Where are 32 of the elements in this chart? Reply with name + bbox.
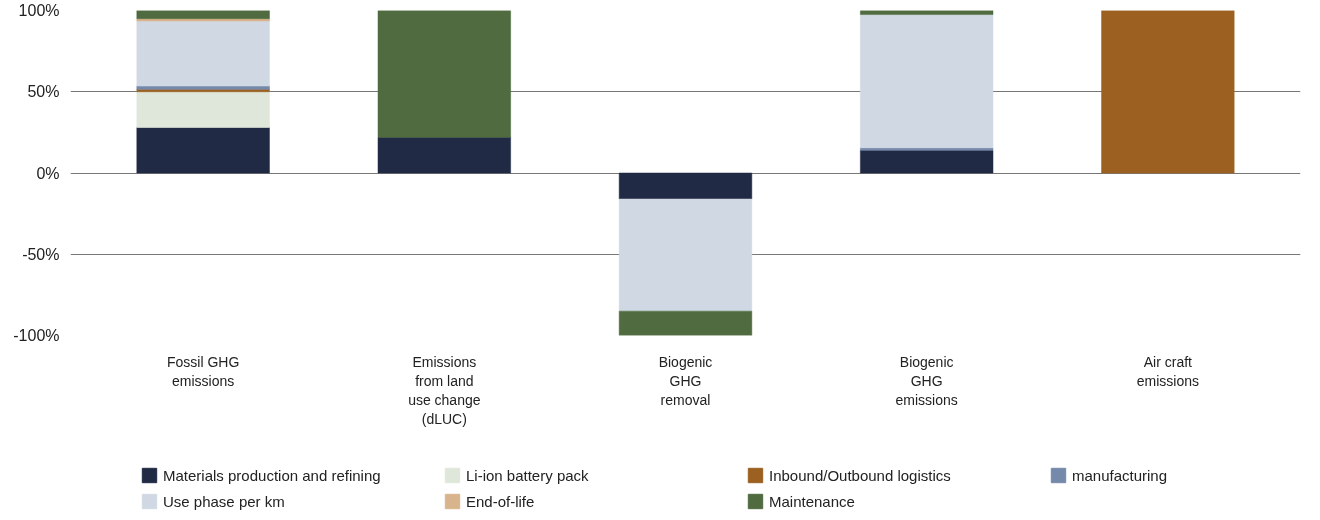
legend-label: Use phase per km [163,492,286,510]
legend-label: Maintenance [769,492,856,510]
y-tick-label: 100% [18,2,60,19]
x-tick-label: Emissions from land use change (dLUC) [408,353,481,428]
x-tick-label: Biogenic GHG emissions [895,353,958,408]
y-tick-label: -100% [13,327,60,344]
bar [860,150,994,174]
bar [618,198,753,312]
bar [136,10,270,19]
bar [618,172,753,200]
bar [860,10,994,15]
legend-label: Li-ion battery pack [466,466,590,484]
x-tick-label: Air craft emissions [1136,353,1199,389]
bar [377,137,511,174]
y-tick-label: 0% [36,164,60,182]
y-tick-label: 50% [27,83,60,101]
legend-label: manufacturing [1072,466,1169,484]
legend-label: Materials production and refining [163,466,382,484]
x-tick-label: Biogenic GHG removal [658,353,713,408]
y-tick-label: -50% [22,245,60,263]
x-tick-label: Fossil GHG emissions [166,353,240,389]
bar [136,20,270,87]
bar [618,310,753,336]
bar [1101,10,1235,174]
legend-label: End-of-life [466,492,536,510]
bar [136,127,270,174]
bar [377,10,511,138]
bar [860,147,994,151]
legend-label: Inbound/Outbound logistics [769,466,952,484]
bar [136,18,270,22]
bar [136,91,270,128]
bar [860,14,994,149]
